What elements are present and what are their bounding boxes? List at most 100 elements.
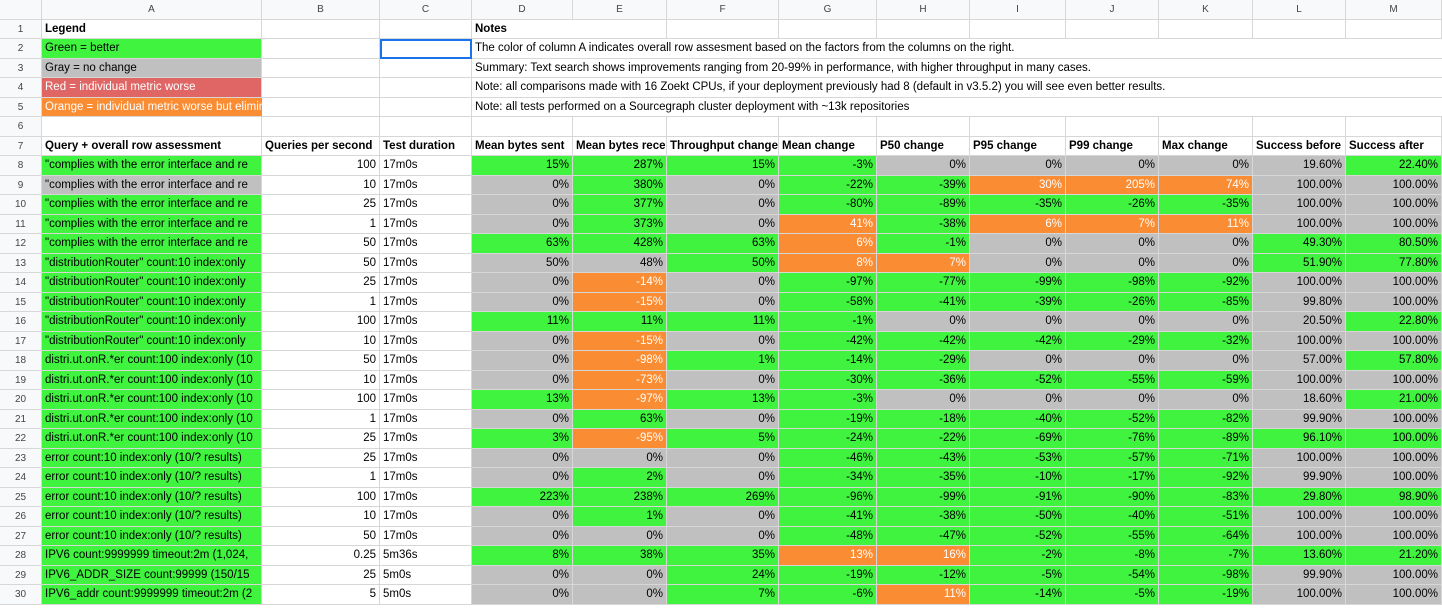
query-cell[interactable]: distri.ut.onR.*er count:100 index:only (…: [42, 351, 262, 371]
data-cell[interactable]: -42%: [779, 331, 877, 351]
row-header-18[interactable]: 18: [0, 351, 42, 371]
data-cell[interactable]: 100.00%: [1253, 214, 1346, 234]
data-cell[interactable]: -59%: [1159, 370, 1253, 390]
data-cell[interactable]: 63%: [667, 234, 779, 254]
data-cell[interactable]: -99%: [877, 487, 970, 507]
query-cell[interactable]: error count:10 index:only (10/? results): [42, 468, 262, 488]
data-cell[interactable]: 17m0s: [380, 253, 472, 273]
data-cell[interactable]: -39%: [970, 292, 1066, 312]
data-cell[interactable]: -41%: [877, 292, 970, 312]
data-cell[interactable]: 0%: [667, 273, 779, 293]
column-title[interactable]: Query + overall row assessment: [42, 136, 262, 156]
data-cell[interactable]: 16%: [877, 546, 970, 566]
note-line[interactable]: Note: all comparisons made with 16 Zoekt…: [472, 78, 1442, 98]
row-header-29[interactable]: 29: [0, 565, 42, 585]
data-cell[interactable]: -26%: [1066, 292, 1159, 312]
data-cell[interactable]: 13.60%: [1253, 546, 1346, 566]
data-cell[interactable]: 0%: [667, 292, 779, 312]
data-cell[interactable]: 0%: [573, 565, 667, 585]
query-cell[interactable]: IPV6_addr count:9999999 timeout:2m (2: [42, 585, 262, 605]
data-cell[interactable]: -12%: [877, 565, 970, 585]
data-cell[interactable]: 0%: [970, 156, 1066, 176]
data-cell[interactable]: 205%: [1066, 175, 1159, 195]
cell-k1[interactable]: [1159, 19, 1253, 39]
data-cell[interactable]: 17m0s: [380, 429, 472, 449]
cell-c5[interactable]: [380, 97, 472, 117]
data-cell[interactable]: 100.00%: [1346, 409, 1442, 429]
data-cell[interactable]: 269%: [667, 487, 779, 507]
column-title[interactable]: P99 change: [1066, 136, 1159, 156]
data-cell[interactable]: 100.00%: [1346, 468, 1442, 488]
data-cell[interactable]: 0%: [1159, 253, 1253, 273]
data-cell[interactable]: 18.60%: [1253, 390, 1346, 410]
data-cell[interactable]: 0%: [1159, 156, 1253, 176]
data-cell[interactable]: 0%: [472, 370, 573, 390]
data-cell[interactable]: 49.30%: [1253, 234, 1346, 254]
data-cell[interactable]: 8%: [472, 546, 573, 566]
data-cell[interactable]: -19%: [1159, 585, 1253, 605]
data-cell[interactable]: 24%: [667, 565, 779, 585]
data-cell[interactable]: 0%: [877, 156, 970, 176]
data-cell[interactable]: 17m0s: [380, 526, 472, 546]
data-cell[interactable]: -98%: [573, 351, 667, 371]
data-cell[interactable]: 17m0s: [380, 273, 472, 293]
query-cell[interactable]: distri.ut.onR.*er count:100 index:only (…: [42, 409, 262, 429]
data-cell[interactable]: -19%: [779, 565, 877, 585]
data-cell[interactable]: 17m0s: [380, 448, 472, 468]
data-cell[interactable]: -1%: [779, 312, 877, 332]
data-cell[interactable]: 0.25: [262, 546, 380, 566]
data-cell[interactable]: 0%: [667, 370, 779, 390]
column-title[interactable]: Mean bytes sent: [472, 136, 573, 156]
data-cell[interactable]: 17m0s: [380, 175, 472, 195]
data-cell[interactable]: -53%: [970, 448, 1066, 468]
data-cell[interactable]: -95%: [573, 429, 667, 449]
cell-i6[interactable]: [970, 117, 1066, 137]
column-title[interactable]: Test duration: [380, 136, 472, 156]
cell-b3[interactable]: [262, 58, 380, 78]
data-cell[interactable]: 0%: [472, 195, 573, 215]
data-cell[interactable]: 0%: [472, 214, 573, 234]
data-cell[interactable]: 99.90%: [1253, 409, 1346, 429]
column-header-b[interactable]: B: [262, 0, 380, 20]
cell-a1[interactable]: Legend: [42, 19, 262, 39]
data-cell[interactable]: 0%: [667, 409, 779, 429]
data-cell[interactable]: 96.10%: [1253, 429, 1346, 449]
column-title[interactable]: Mean change: [779, 136, 877, 156]
query-cell[interactable]: "complies with the error interface and r…: [42, 175, 262, 195]
data-cell[interactable]: -43%: [877, 448, 970, 468]
row-header-27[interactable]: 27: [0, 526, 42, 546]
data-cell[interactable]: -36%: [877, 370, 970, 390]
data-cell[interactable]: 100.00%: [1346, 175, 1442, 195]
query-cell[interactable]: "distributionRouter" count:10 index:only: [42, 331, 262, 351]
data-cell[interactable]: 35%: [667, 546, 779, 566]
data-cell[interactable]: 100.00%: [1253, 370, 1346, 390]
data-cell[interactable]: -15%: [573, 292, 667, 312]
cell-a6[interactable]: [42, 117, 262, 137]
data-cell[interactable]: 11%: [573, 312, 667, 332]
data-cell[interactable]: -46%: [779, 448, 877, 468]
data-cell[interactable]: -97%: [573, 390, 667, 410]
row-header-20[interactable]: 20: [0, 390, 42, 410]
data-cell[interactable]: 48%: [573, 253, 667, 273]
row-header-6[interactable]: 6: [0, 117, 42, 137]
data-cell[interactable]: 100.00%: [1346, 214, 1442, 234]
data-cell[interactable]: -7%: [1159, 546, 1253, 566]
cell-d1[interactable]: Notes: [472, 20, 573, 39]
data-cell[interactable]: -3%: [779, 390, 877, 410]
column-title[interactable]: Max change: [1159, 136, 1253, 156]
data-cell[interactable]: -35%: [970, 195, 1066, 215]
data-cell[interactable]: -98%: [1159, 565, 1253, 585]
row-header-3[interactable]: 3: [0, 58, 42, 78]
data-cell[interactable]: 100: [262, 487, 380, 507]
data-cell[interactable]: -52%: [970, 370, 1066, 390]
data-cell[interactable]: -14%: [779, 351, 877, 371]
data-cell[interactable]: 0%: [1066, 234, 1159, 254]
row-header-23[interactable]: 23: [0, 448, 42, 468]
data-cell[interactable]: 100.00%: [1346, 448, 1442, 468]
row-header-26[interactable]: 26: [0, 507, 42, 527]
data-cell[interactable]: 17m0s: [380, 156, 472, 176]
data-cell[interactable]: 1%: [667, 351, 779, 371]
data-cell[interactable]: 0%: [472, 507, 573, 527]
query-cell[interactable]: "complies with the error interface and r…: [42, 156, 262, 176]
data-cell[interactable]: 0%: [1066, 312, 1159, 332]
